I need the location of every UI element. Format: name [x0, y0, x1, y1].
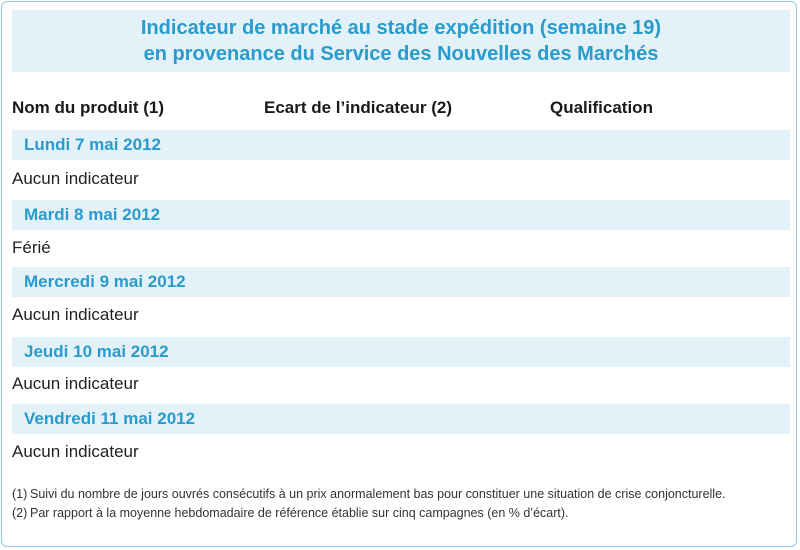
day-content-wednesday: Aucun indicateur [12, 305, 139, 324]
day-header-monday: Lundi 7 mai 2012 [12, 130, 790, 160]
footnote-number: (2) [12, 506, 28, 520]
day-header-friday: Vendredi 11 mai 2012 [12, 404, 790, 434]
column-header-deviation: Ecart de l’indicateur (2) [264, 98, 452, 117]
footnote-text: Suivi du nombre de jours ouvrés consécut… [30, 487, 726, 501]
footnotes: (1) Suivi du nombre de jours ouvrés cons… [12, 486, 788, 524]
day-header-wednesday: Mercredi 9 mai 2012 [12, 267, 790, 297]
day-label: Mercredi 9 mai 2012 [24, 272, 186, 291]
column-header-product: Nom du produit (1) [12, 98, 165, 117]
day-content-monday: Aucun indicateur [12, 169, 139, 188]
day-label: Mardi 8 mai 2012 [24, 205, 161, 224]
day-label: Vendredi 11 mai 2012 [24, 409, 196, 428]
footnote-number: (1) [12, 487, 28, 501]
day-header-tuesday: Mardi 8 mai 2012 [12, 200, 790, 230]
day-content-friday: Aucun indicateur [12, 442, 139, 461]
title-line-1: Indicateur de marché au stade expédition… [140, 17, 662, 39]
column-headers: Nom du produit (1) Ecart de l’indicateur… [2, 98, 796, 122]
day-label: Lundi 7 mai 2012 [24, 135, 161, 154]
day-content-tuesday: Férié [12, 238, 51, 257]
footnote-1: (1) Suivi du nombre de jours ouvrés cons… [12, 486, 788, 502]
column-header-qualification: Qualification [550, 98, 653, 117]
title-line-2: en provenance du Service des Nouvelles d… [143, 43, 659, 65]
day-header-thursday: Jeudi 10 mai 2012 [12, 337, 790, 367]
footnote-2: (2) Par rapport à la moyenne hebdomadair… [12, 505, 788, 521]
day-label: Jeudi 10 mai 2012 [24, 342, 169, 361]
day-content-thursday: Aucun indicateur [12, 374, 139, 393]
footnote-text: Par rapport à la moyenne hebdomadaire de… [30, 506, 569, 520]
title-banner: Indicateur de marché au stade expédition… [12, 10, 790, 72]
